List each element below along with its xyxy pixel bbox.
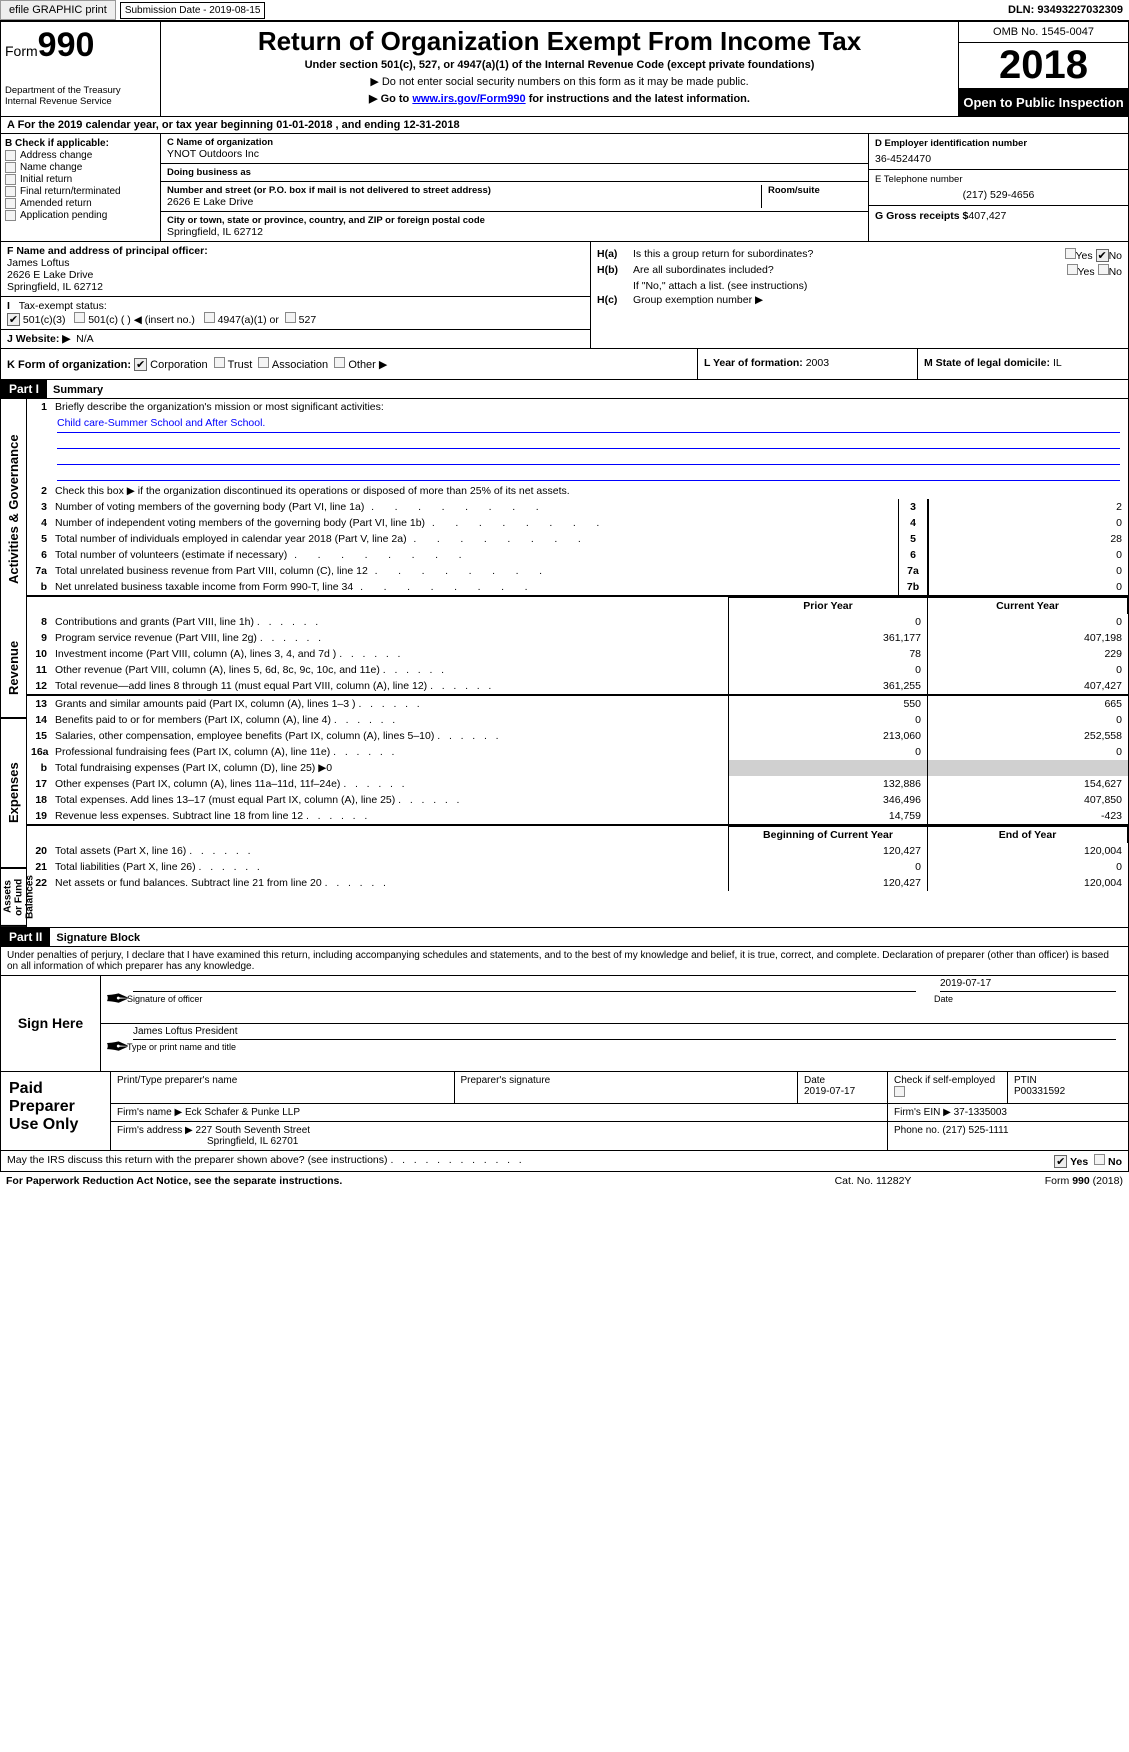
vlabel-netassets: Net Assets or Fund Balances <box>1 869 27 927</box>
city-state-zip: Springfield, IL 62712 <box>167 226 862 238</box>
summary-line: bTotal fundraising expenses (Part IX, co… <box>27 760 1128 776</box>
irs-link[interactable]: www.irs.gov/Form990 <box>412 93 525 105</box>
summary-line: 14Benefits paid to or for members (Part … <box>27 712 1128 728</box>
part2-header: Part IISignature Block <box>0 928 1129 947</box>
row-fijh: F Name and address of principal officer:… <box>0 242 1129 349</box>
mission-text: Child care-Summer School and After Schoo… <box>57 417 1120 433</box>
dln: DLN: 93493227032309 <box>1002 2 1129 18</box>
department: Department of the Treasury Internal Reve… <box>5 85 156 107</box>
chk-initial-return[interactable] <box>5 174 16 185</box>
summary-line: 12Total revenue—add lines 8 through 11 (… <box>27 678 1128 694</box>
summary-line: 17Other expenses (Part IX, column (A), l… <box>27 776 1128 792</box>
summary-line: 5Total number of individuals employed in… <box>27 531 1128 547</box>
officer-name-title: James Loftus President <box>133 1026 1116 1040</box>
chk-other[interactable] <box>334 357 345 368</box>
chk-527[interactable] <box>285 312 296 323</box>
chk-final-return[interactable] <box>5 186 16 197</box>
sign-here-block: Sign Here ✒ Signature of officer 2019-07… <box>0 976 1129 1072</box>
summary-line: 9Program service revenue (Part VIII, lin… <box>27 630 1128 646</box>
website: J Website: ▶ N/A <box>1 330 590 348</box>
form-title: Return of Organization Exempt From Incom… <box>169 26 950 57</box>
summary-line: 15Salaries, other compensation, employee… <box>27 728 1128 744</box>
ptin: P00331592 <box>1014 1086 1122 1097</box>
summary-line: 8Contributions and grants (Part VIII, li… <box>27 614 1128 630</box>
chk-address-change[interactable] <box>5 150 16 161</box>
prep-date: 2019-07-17 <box>804 1086 881 1097</box>
chk-name-change[interactable] <box>5 162 16 173</box>
summary-line: 6Total number of volunteers (estimate if… <box>27 547 1128 563</box>
footer: For Paperwork Reduction Act Notice, see … <box>0 1172 1129 1190</box>
discuss-row: May the IRS discuss this return with the… <box>0 1151 1129 1172</box>
ein: 36-4524470 <box>875 153 1122 165</box>
chk-self-employed[interactable] <box>894 1086 905 1097</box>
vlabel-revenue: Revenue <box>1 619 27 719</box>
top-bar: efile GRAPHIC print Submission Date - 20… <box>0 0 1129 21</box>
efile-button[interactable]: efile GRAPHIC print <box>0 0 116 20</box>
telephone: (217) 529-4656 <box>875 189 1122 201</box>
chk-hb-yes[interactable] <box>1067 264 1078 275</box>
summary-line: 11Other revenue (Part VIII, column (A), … <box>27 662 1128 678</box>
summary-line: 13Grants and similar amounts paid (Part … <box>27 696 1128 712</box>
firm-phone: (217) 525-1111 <box>942 1125 1008 1136</box>
summary-line: bNet unrelated business taxable income f… <box>27 579 1128 595</box>
part1-header: Part ISummary <box>0 380 1129 399</box>
subtitle-1: Under section 501(c), 527, or 4947(a)(1)… <box>169 59 950 71</box>
summary-line: 16aProfessional fundraising fees (Part I… <box>27 744 1128 760</box>
org-name: YNOT Outdoors Inc <box>167 148 862 160</box>
street-address: 2626 E Lake Drive <box>167 196 755 208</box>
tax-year: 2018 <box>959 43 1128 89</box>
row-a-tax-year: A For the 2019 calendar year, or tax yea… <box>0 117 1129 134</box>
chk-trust[interactable] <box>214 357 225 368</box>
col-d-e-g: D Employer identification number 36-4524… <box>868 134 1128 241</box>
row-klm: K Form of organization: ✔ Corporation Tr… <box>0 349 1129 380</box>
col-h: H(a) Is this a group return for subordin… <box>591 242 1128 348</box>
summary-line: 18Total expenses. Add lines 13–17 (must … <box>27 792 1128 808</box>
summary-line: 20Total assets (Part X, line 16) . . . .… <box>27 843 1128 859</box>
chk-4947[interactable] <box>204 312 215 323</box>
summary-line: 7aTotal unrelated business revenue from … <box>27 563 1128 579</box>
state-domicile: IL <box>1053 357 1062 369</box>
chk-ha-yes[interactable] <box>1065 248 1076 259</box>
submission-date: Submission Date - 2019-08-15 <box>120 2 266 19</box>
summary-line: 3Number of voting members of the governi… <box>27 499 1128 515</box>
chk-amended[interactable] <box>5 198 16 209</box>
omb-number: OMB No. 1545-0047 <box>959 22 1128 43</box>
vlabel-expenses: Expenses <box>1 719 27 869</box>
part1-body: Activities & Governance Revenue Expenses… <box>0 399 1129 928</box>
form-header: Form990 Department of the Treasury Inter… <box>0 21 1129 117</box>
form-number: Form990 <box>5 26 156 65</box>
firm-name: Eck Schafer & Punke LLP <box>185 1107 300 1118</box>
firm-address: 227 South Seventh Street <box>196 1125 311 1136</box>
tax-exempt-status: I Tax-exempt status: ✔ 501(c)(3) 501(c) … <box>1 297 590 330</box>
principal-officer: F Name and address of principal officer:… <box>1 242 590 297</box>
chk-discuss-no[interactable] <box>1094 1154 1105 1165</box>
col-b-checkboxes: B Check if applicable: Address change Na… <box>1 134 161 241</box>
summary-line: 4Number of independent voting members of… <box>27 515 1128 531</box>
gross-receipts: 407,427 <box>968 210 1006 222</box>
chk-discuss-yes[interactable]: ✔ <box>1054 1155 1067 1168</box>
section-bcd: B Check if applicable: Address change Na… <box>0 134 1129 242</box>
firm-ein: 37-1335003 <box>954 1107 1007 1118</box>
chk-pending[interactable] <box>5 210 16 221</box>
summary-line: 10Investment income (Part VIII, column (… <box>27 646 1128 662</box>
subtitle-3: ▶ Go to www.irs.gov/Form990 for instruct… <box>169 92 950 105</box>
sign-date: 2019-07-17 <box>940 978 1116 992</box>
chk-assoc[interactable] <box>258 357 269 368</box>
chk-corp[interactable]: ✔ <box>134 358 147 371</box>
paid-preparer-block: Paid Preparer Use Only Print/Type prepar… <box>0 1072 1129 1151</box>
perjury-statement: Under penalties of perjury, I declare th… <box>0 947 1129 976</box>
summary-line: 22Net assets or fund balances. Subtract … <box>27 875 1128 891</box>
col-c-org-info: C Name of organization YNOT Outdoors Inc… <box>161 134 868 241</box>
vlabel-activities: Activities & Governance <box>1 399 27 619</box>
subtitle-2: ▶ Do not enter social security numbers o… <box>169 75 950 88</box>
chk-501c[interactable] <box>74 312 85 323</box>
summary-line: 19Revenue less expenses. Subtract line 1… <box>27 808 1128 824</box>
chk-hb-no[interactable] <box>1098 264 1109 275</box>
summary-line: 21Total liabilities (Part X, line 26) . … <box>27 859 1128 875</box>
chk-501c3[interactable]: ✔ <box>7 313 20 326</box>
open-to-public: Open to Public Inspection <box>959 89 1128 116</box>
chk-ha-no[interactable]: ✔ <box>1096 249 1109 262</box>
year-formation: 2003 <box>806 357 829 369</box>
